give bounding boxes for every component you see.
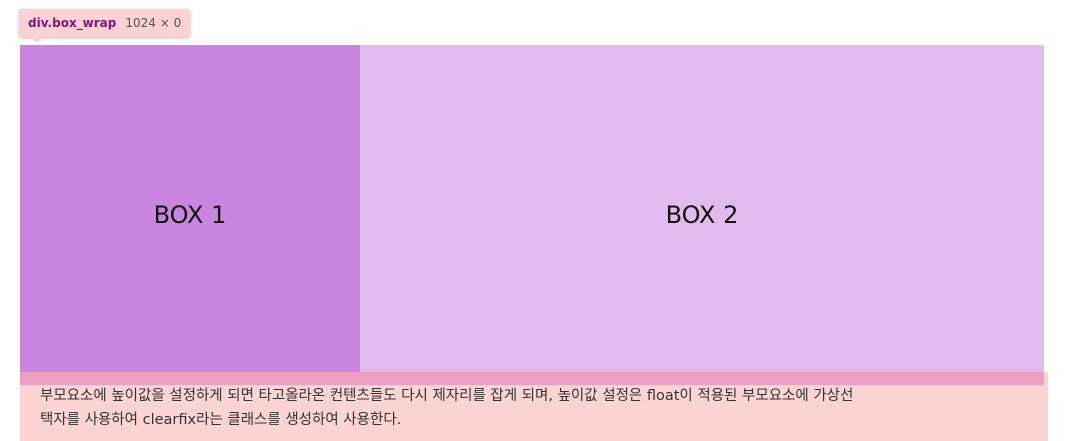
inspect-highlight-bar xyxy=(20,372,1044,385)
description-paragraph: 부모요소에 높이값을 설정하게 되면 타고올라온 컨텐츠들도 다시 제자리를 잡… xyxy=(20,372,1048,441)
tooltip-element-selector: div.box_wrap xyxy=(28,16,117,30)
box-2-label: BOX 2 xyxy=(665,201,739,229)
devtools-inspect-tooltip: div.box_wrap 1024 × 0 xyxy=(19,9,191,43)
box-1: BOX 1 xyxy=(20,45,360,385)
paragraph-line-2: 택자를 사용하여 clearfix라는 클래스를 생성하여 사용한다. xyxy=(40,412,402,428)
paragraph-line-1: 부모요소에 높이값을 설정하게 되면 타고올라온 컨텐츠들도 다시 제자리를 잡… xyxy=(40,388,854,404)
tooltip-arrow-icon xyxy=(31,37,43,43)
box-1-label: BOX 1 xyxy=(153,201,227,229)
tooltip-element-dimensions: 1024 × 0 xyxy=(125,16,182,30)
box-2: BOX 2 xyxy=(360,45,1044,385)
box-wrap: BOX 1 BOX 2 xyxy=(20,45,1044,385)
